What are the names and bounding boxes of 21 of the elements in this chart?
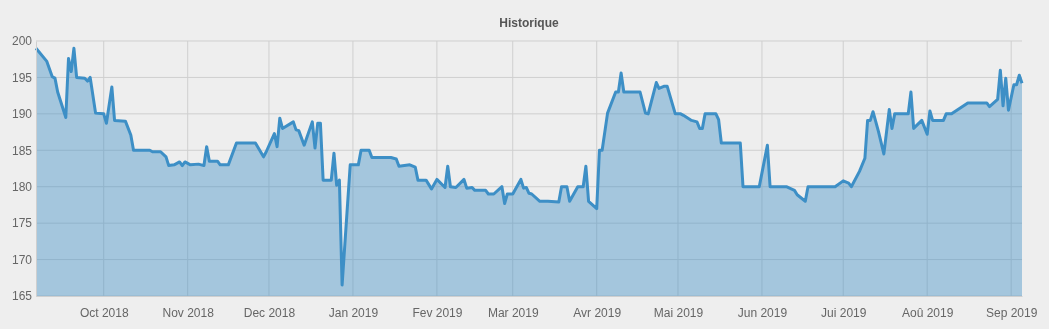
x-tick-label: Mai 2019 (653, 305, 704, 320)
x-tick-label: Jan 2019 (328, 305, 379, 320)
y-tick-label: 180 (11, 180, 33, 195)
x-tick-label: Nov 2018 (162, 305, 215, 320)
x-tick-label: Dec 2018 (243, 305, 296, 320)
x-tick-label: Sep 2019 (985, 305, 1038, 320)
y-tick-label: 200 (11, 34, 33, 49)
y-tick-label: 170 (11, 252, 33, 267)
x-tick-label: Avr 2019 (573, 305, 622, 320)
x-tick-label: Mar 2019 (487, 305, 539, 320)
y-tick-label: 195 (11, 70, 33, 85)
x-tick-label: Oct 2018 (79, 305, 129, 320)
chart-title: Historique (499, 16, 559, 30)
y-tick-label: 185 (11, 143, 33, 158)
x-tick-label: Jun 2019 (737, 305, 788, 320)
y-tick-label: 165 (11, 289, 33, 304)
x-tick-label: Jui 2019 (821, 305, 867, 320)
y-tick-label: 190 (11, 107, 33, 122)
y-tick-label: 175 (11, 216, 33, 231)
x-tick-label: Aoû 2019 (902, 305, 954, 320)
x-tick-label: Fev 2019 (412, 305, 463, 320)
